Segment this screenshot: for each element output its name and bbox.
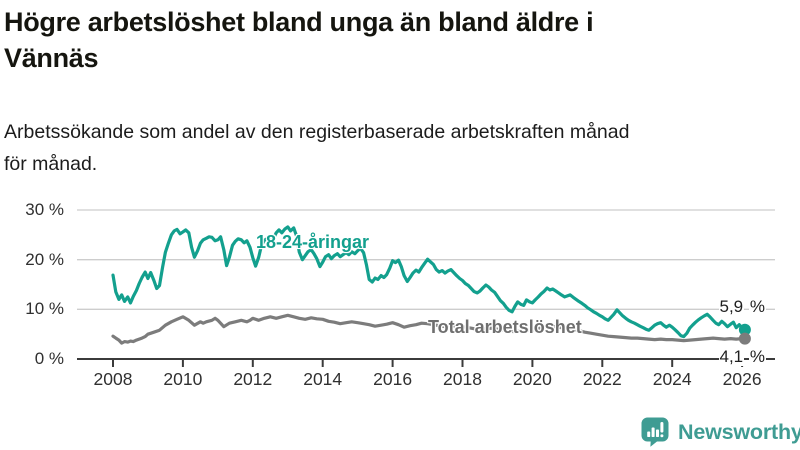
series-end-dot-youth [738,323,751,336]
x-axis-label: 2016 [373,369,413,389]
x-axis-label: 2018 [443,369,482,389]
end-label-part: 4,1 [718,347,745,366]
x-axis-label: 2012 [233,369,273,389]
chart-subtitle-line2: för månad. [4,153,98,175]
newsworthy-logo: Newsworthy [640,416,800,447]
x-axis-label: 2022 [582,369,622,389]
value-label-total: 4,1 % [718,347,766,367]
y-axis-label: 10 % [25,299,64,319]
x-axis-label: 2014 [303,369,343,389]
x-axis-label: 2026 [722,369,762,389]
page-title: Högre arbetslöshet bland unga än bland ä… [4,4,784,76]
x-axis-label: 2020 [512,369,552,389]
page-title-line1: Högre arbetslöshet bland unga än bland ä… [4,7,594,37]
series-line-youth [111,225,747,339]
y-axis-label: 20 % [25,249,64,269]
value-label-youth: 5,9 % [718,297,766,317]
end-label-part: 5,9 [718,297,745,316]
y-axis-label: 30 % [25,200,64,219]
y-axis-label: 0 % [34,349,64,368]
series-label-youth: 18-24-åringar [256,232,370,252]
x-axis-label: 2010 [163,369,203,389]
newsworthy-logo-text: Newsworthy [678,419,800,444]
series-line-total [111,313,747,345]
chart-subtitle-line1: Arbetssökande som andel av den registerb… [4,121,630,143]
bar-chart-speech-bubble-icon [641,417,669,447]
page-title-line2: Vännäs [4,43,99,73]
end-label-part: % [748,347,766,366]
series-end-dot-total [738,332,751,345]
x-axis-label: 2024 [652,369,692,389]
chart-subtitle: Arbetssökande som andel av den registerb… [4,116,784,180]
end-label-part: % [748,297,766,316]
x-axis-label: 2008 [93,369,133,389]
series-label-total: Total arbetslöshet [428,317,582,337]
